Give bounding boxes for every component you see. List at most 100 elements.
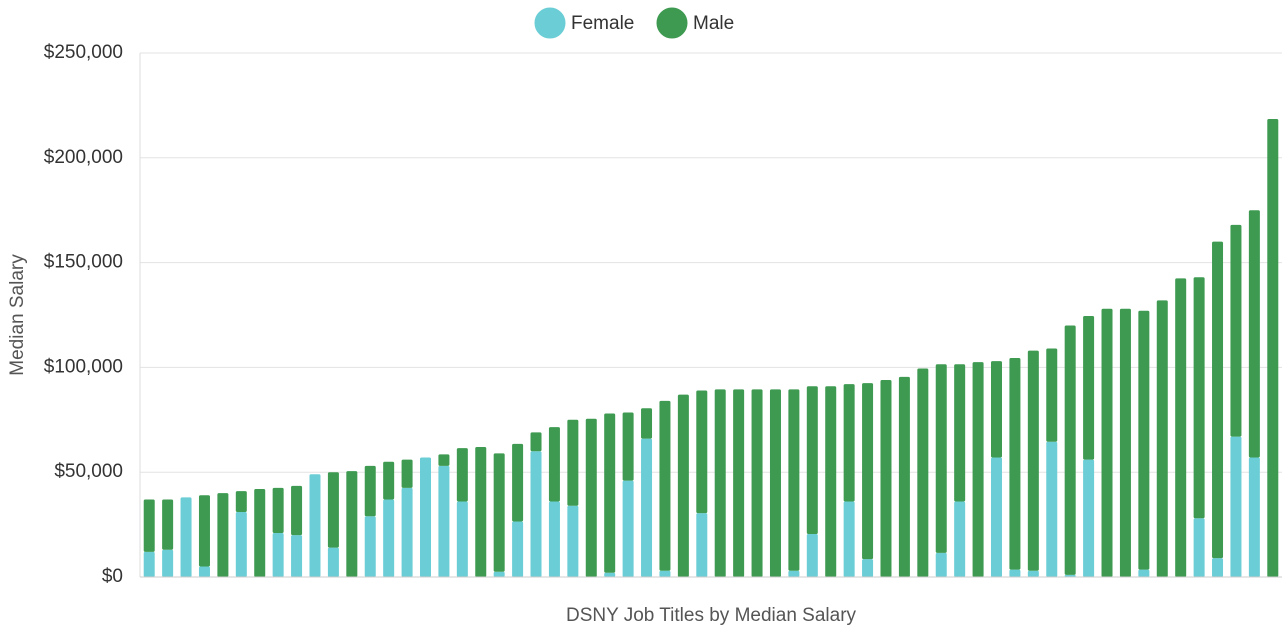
bar-segment: [235, 491, 247, 513]
bar-segment: [641, 408, 653, 439]
bar-segment: [1027, 570, 1039, 577]
bar-segment: [880, 379, 892, 577]
bar-segment: [1101, 308, 1113, 577]
bar-segment: [622, 412, 634, 481]
bar-segment: [1064, 574, 1076, 577]
bar-segment: [991, 457, 1002, 577]
x-axis-title: DSNY Job Titles by Median Salary: [566, 605, 857, 626]
bar-segment: [217, 493, 229, 577]
bar-segment: [272, 487, 284, 533]
bar-segment: [1193, 277, 1205, 519]
bar-segment: [291, 535, 303, 577]
bar-segment: [1027, 350, 1039, 571]
bar-segment: [438, 454, 450, 466]
bar-segment: [198, 566, 210, 577]
bar-segment: [1248, 210, 1260, 458]
bar-segment: [1230, 224, 1242, 437]
bar-segment: [1156, 300, 1168, 577]
bar-segment: [383, 499, 395, 577]
bar-segment: [825, 386, 837, 577]
bar-segment: [898, 376, 910, 577]
bar-segment: [1212, 241, 1224, 559]
bar-segment: [567, 419, 579, 506]
bar-segment: [641, 438, 653, 577]
bar-segment: [677, 394, 689, 577]
bar-segment: [493, 571, 505, 577]
bar-segment: [604, 572, 616, 577]
bar-segment: [291, 485, 303, 536]
bar-segment: [143, 551, 155, 577]
bar-segment: [1138, 569, 1150, 577]
bar-segment: [493, 453, 505, 572]
bar-segment: [1230, 436, 1242, 577]
bar-segment: [788, 389, 800, 571]
bar-segment: [696, 513, 708, 577]
bar-segment: [751, 389, 763, 577]
bar-segment: [309, 474, 321, 577]
legend-label: Male: [693, 13, 734, 34]
y-tick-label: $50,000: [54, 461, 123, 482]
y-tick-label: $200,000: [44, 147, 123, 168]
bar-segment: [401, 459, 413, 488]
bar-segment: [1083, 459, 1095, 577]
bar-segment: [769, 389, 781, 577]
bar-segment: [604, 413, 616, 573]
y-tick-label: $250,000: [44, 42, 123, 63]
bar-segment: [862, 559, 874, 577]
bar-segment: [972, 362, 984, 577]
legend-swatch: [534, 7, 566, 39]
bar-segment: [622, 480, 634, 577]
bar-segment: [162, 499, 174, 550]
bar-segment: [180, 497, 192, 577]
bar-segment: [862, 383, 874, 560]
bar-segment: [254, 488, 266, 577]
bar-segment: [327, 547, 339, 577]
bar-segment: [530, 451, 542, 577]
bar-segment: [438, 465, 450, 577]
bar-segment: [733, 389, 745, 577]
legend-label: Female: [571, 13, 634, 34]
bar-segment: [1083, 316, 1095, 460]
bar-segment: [585, 418, 597, 577]
bar-segment: [806, 534, 818, 577]
bar-segment: [364, 465, 376, 517]
bar-segment: [548, 427, 560, 502]
bar-segment: [143, 499, 155, 552]
bar-segment: [162, 549, 174, 577]
bar-segment: [198, 495, 210, 567]
y-tick-label: $0: [102, 566, 123, 587]
bar-segment: [456, 501, 468, 577]
y-axis-title: Median Salary: [7, 254, 28, 376]
bar-segment: [1248, 457, 1260, 577]
bar-segment: [1212, 558, 1224, 577]
bar-segment: [548, 501, 560, 577]
legend-swatch: [656, 7, 688, 39]
bar-segment: [512, 521, 524, 577]
bar-segment: [1267, 119, 1279, 578]
y-tick-label: $100,000: [44, 356, 123, 377]
bar-segment: [512, 443, 524, 522]
bar-segment: [456, 448, 468, 502]
bar-segment: [843, 384, 855, 502]
bar-segment: [567, 505, 579, 577]
bar-segment: [1119, 308, 1131, 577]
bar-segment: [935, 364, 947, 553]
bar-segment: [788, 570, 800, 577]
bar-segment: [272, 532, 284, 577]
bar-segment: [1138, 310, 1150, 570]
y-tick-label: $150,000: [44, 252, 123, 273]
bar-segment: [364, 516, 376, 577]
bar-segment: [235, 512, 247, 577]
bar-segment: [383, 461, 395, 500]
bar-segment: [327, 472, 339, 548]
bar-segment: [917, 368, 929, 577]
bar-segment: [1009, 357, 1021, 570]
bar-segment: [1009, 569, 1021, 577]
bar-segment: [696, 390, 708, 514]
bar-segment: [659, 570, 671, 577]
bar-segment: [954, 364, 966, 502]
bar-segment: [401, 487, 413, 577]
bar-segment: [1175, 278, 1187, 577]
bar-segment: [806, 386, 818, 535]
